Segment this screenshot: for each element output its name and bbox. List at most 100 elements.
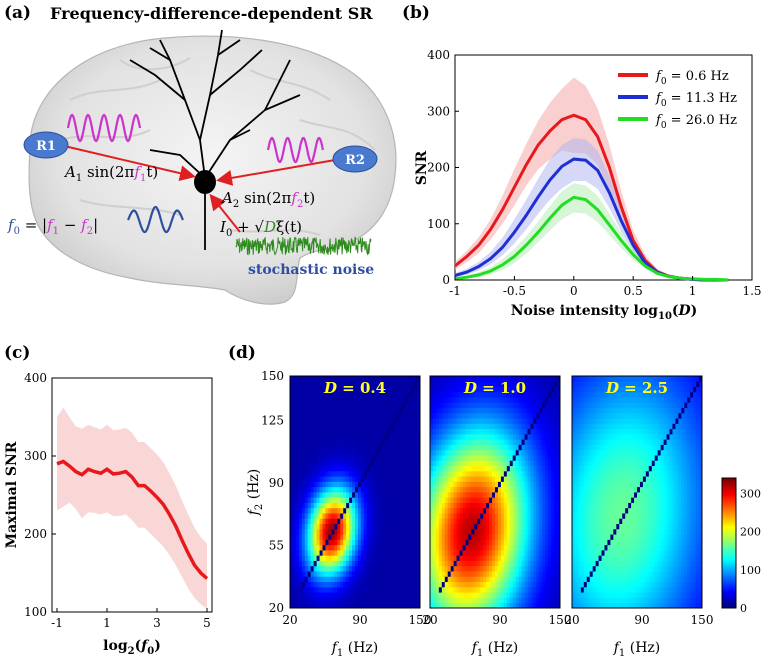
heatmap-cell	[465, 412, 469, 419]
heatmap-cell	[542, 602, 546, 609]
heatmap-cell	[343, 402, 347, 409]
heatmap-cell	[331, 402, 335, 409]
heatmap-cell	[346, 586, 350, 593]
heatmap-cell	[471, 586, 475, 593]
heatmap-cell	[438, 376, 443, 382]
heatmap-cell	[554, 513, 558, 519]
heatmap-cell	[536, 428, 540, 435]
heatmap-cell	[366, 602, 371, 609]
heatmap-cell	[363, 492, 368, 498]
heatmap-cell	[307, 465, 312, 472]
heatmap-cell	[290, 539, 294, 546]
heatmap-cell	[589, 449, 594, 456]
heatmap-cell	[295, 502, 300, 509]
heatmap-cell	[601, 434, 605, 440]
heatmap-cell	[337, 418, 341, 424]
heatmap-cell	[462, 418, 466, 424]
heatmap-cell	[586, 460, 591, 467]
heatmap-cell	[530, 428, 534, 435]
heatmap-cell	[417, 434, 421, 440]
heatmap-cell	[381, 560, 385, 567]
legend-rest: = 11.3 Hz	[667, 91, 738, 106]
heatmap-cell	[459, 523, 463, 530]
heatmap-cell	[577, 460, 582, 467]
heatmap-cell	[604, 391, 608, 398]
heatmap-cell	[399, 460, 403, 467]
heatmap-cell	[536, 544, 540, 551]
heatmap-cell	[486, 465, 490, 472]
heatmap-cell	[417, 402, 421, 409]
heatmap-cell	[352, 460, 356, 467]
heatmap-cell	[572, 502, 576, 509]
heatmap-cell	[503, 602, 508, 609]
heatmap-cell	[586, 423, 591, 430]
heatmap-cell	[366, 518, 371, 525]
heatmap-cell	[601, 602, 605, 609]
heatmap-cell	[340, 460, 344, 467]
heatmap-cell	[619, 481, 623, 488]
heatmap-cell	[604, 465, 608, 472]
heatmap-cell	[557, 449, 561, 456]
heatmap-cell	[322, 455, 326, 461]
heatmap-cell	[521, 534, 525, 540]
heatmap-cell	[384, 465, 388, 472]
heatmap-cell	[349, 423, 353, 430]
heatmap-cell	[340, 507, 344, 514]
heatmap-cell	[604, 428, 608, 435]
heatmap-cell	[325, 597, 329, 604]
heatmap-cell	[459, 571, 463, 577]
heatmap-cell	[414, 402, 418, 409]
heatmap-cell	[450, 465, 455, 472]
heatmap-cell	[408, 576, 412, 583]
heatmap-cell	[598, 560, 602, 567]
heatmap-cell	[468, 455, 472, 461]
heatmap-cell	[536, 476, 540, 482]
heatmap-cell	[583, 576, 588, 583]
heatmap-cell	[506, 418, 511, 424]
heatmap-cell	[316, 507, 320, 514]
heatmap-cell	[539, 439, 543, 445]
heatmap-cell	[372, 407, 377, 414]
heatmap-cell	[465, 376, 469, 382]
heatmap-cell	[536, 486, 540, 493]
heatmap-cell	[486, 550, 490, 556]
heatmap-cell	[468, 507, 472, 514]
heatmap-cell	[304, 560, 309, 567]
heatmap-cell	[357, 518, 362, 525]
heatmap-cell	[518, 407, 522, 414]
heatmap-cell	[432, 481, 437, 488]
heatmap-cell	[554, 592, 558, 598]
heatmap-cell	[572, 544, 576, 551]
heatmap-cell	[462, 465, 466, 472]
heatmap-cell	[583, 544, 588, 551]
heatmap-cell	[530, 439, 534, 445]
neuron-soma	[194, 170, 216, 194]
heatmap-cell	[524, 444, 528, 451]
heatmap-cell	[435, 423, 440, 430]
heatmap-cell	[381, 581, 385, 588]
heatmap-cell	[375, 502, 380, 509]
heatmap-cell	[355, 386, 359, 393]
heatmap-cell	[548, 602, 552, 609]
heatmap-cell	[405, 486, 409, 493]
heatmap-cell	[548, 576, 552, 583]
heatmap-cell	[610, 492, 614, 498]
heatmap-cell	[357, 497, 362, 503]
heatmap-cell	[325, 476, 329, 482]
heatmap-cell	[366, 581, 371, 588]
heatmap-cell	[316, 513, 320, 519]
heatmap-cell	[616, 460, 620, 467]
heatmap-cell	[316, 412, 320, 419]
heatmap-cell	[450, 497, 455, 503]
heatmap-cell	[438, 560, 443, 567]
heatmap-cell	[325, 571, 329, 577]
heatmap-cell	[497, 597, 502, 604]
heatmap-cell	[595, 444, 599, 451]
heatmap-cell	[447, 507, 452, 514]
heatmap-cell	[527, 560, 531, 567]
heatmap-cell	[349, 571, 353, 577]
heatmap-cell	[515, 507, 520, 514]
heatmap-cell	[509, 465, 514, 472]
heatmap-cell	[390, 523, 394, 530]
heatmap-cell	[557, 581, 561, 588]
